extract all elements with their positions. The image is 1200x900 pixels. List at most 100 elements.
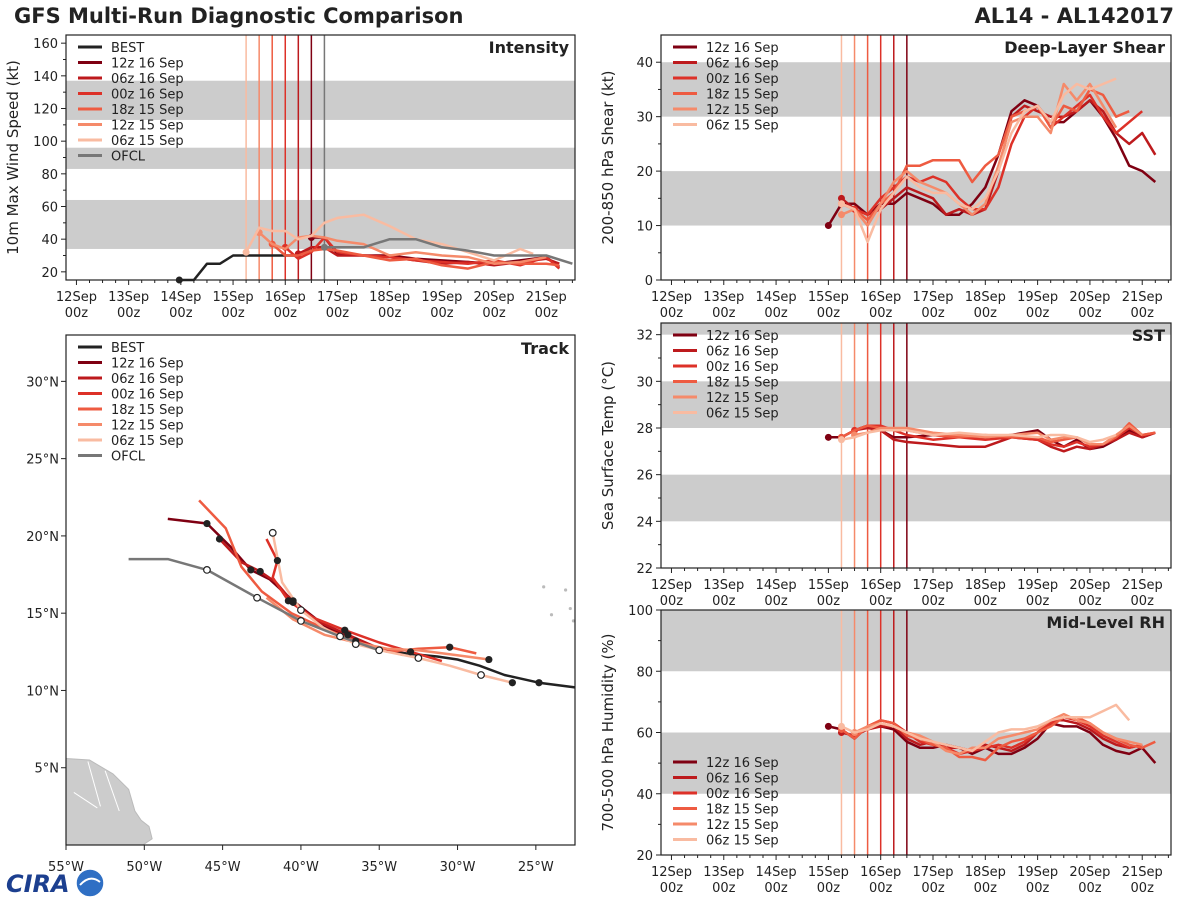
x-tick-label-day: 21Sep (1122, 578, 1163, 593)
swirl-icon (79, 877, 101, 886)
x-tick-label-day: 18Sep (965, 865, 1006, 880)
grey-band (66, 147, 575, 169)
series-start-marker (824, 222, 832, 230)
legend-label-12z-16-sep: 12z 16 Sep (111, 357, 184, 372)
track-point (273, 557, 282, 565)
legend-label-00z-16-sep: 00z 16 Sep (111, 388, 184, 403)
x-tick-label-day: 17Sep (912, 290, 953, 305)
legend-label-12z-15-sep: 12z 15 Sep (111, 419, 184, 434)
x-tick-label-day: 15Sep (808, 865, 849, 880)
x-tick-label-hour: 00z (1131, 306, 1155, 321)
x-tick-label-day: 20Sep (474, 290, 515, 305)
legend-label-12z-15-sep: 12z 15 Sep (706, 818, 779, 833)
panel-title: Deep-Layer Shear (1004, 38, 1165, 57)
x-tick-label-day: 13Sep (108, 290, 149, 305)
plot-frame (65, 334, 576, 846)
track-point (406, 648, 415, 656)
y-tick-label: 80 (41, 168, 58, 183)
y-axis-label: 10m Max Wind Speed (kt) (4, 60, 22, 255)
x-tick-label-hour: 00z (274, 306, 298, 321)
x-tick-label-day: 20Sep (1069, 865, 1110, 880)
x-tick-label-hour: 00z (1078, 306, 1102, 321)
grey-band (661, 381, 1171, 428)
x-tick-label-day: 20Sep (1069, 290, 1110, 305)
globe-icon (75, 868, 105, 898)
panel-title: Track (521, 339, 569, 358)
x-tick-label: 55°W (48, 860, 84, 875)
legend-label-12z-15-sep: 12z 15 Sep (706, 103, 779, 118)
legend-label-00z-16-sep: 00z 16 Sep (706, 787, 779, 802)
x-tick-label-day: 12Sep (651, 865, 692, 880)
x-tick-label-day: 19Sep (1017, 865, 1058, 880)
x-tick-label: 30°W (440, 860, 476, 875)
track-point-hollow (375, 646, 384, 655)
x-tick-label-hour: 00z (712, 594, 736, 609)
panel-track: 55°W 50°W 45°W 40°W 35°W 30°W 25°W 5°N 10°N 15°N 2… (26, 334, 576, 875)
y-tick-label: 100 (33, 135, 58, 150)
x-tick-label-day: 18Sep (965, 578, 1006, 593)
x-tick-label-day: 13Sep (703, 865, 744, 880)
legend-label-06z-16-sep: 06z 16 Sep (706, 57, 779, 72)
y-axis-label: 200-850 hPa Shear (kt) (599, 71, 617, 245)
grey-band (661, 610, 1171, 672)
track-06z-16-sep (218, 538, 404, 657)
y-tick-label: 24 (636, 515, 653, 530)
y-tick-label: 30 (636, 375, 653, 390)
panel-title: Mid-Level RH (1046, 613, 1165, 632)
y-tick-label: 30 (636, 111, 653, 126)
series-start-marker (837, 200, 845, 208)
x-tick-label-day: 18Sep (965, 290, 1006, 305)
plot-frame (660, 34, 1172, 281)
x-tick-label-hour: 00z (869, 306, 893, 321)
x-tick-label-hour: 00z (1026, 306, 1050, 321)
track-point (256, 567, 264, 576)
legend-label-06z-15-sep: 06z 15 Sep (706, 834, 779, 849)
x-tick-label-day: 12Sep (651, 578, 692, 593)
y-tick-label: 26 (636, 469, 653, 484)
x-tick-label-hour: 00z (974, 881, 998, 896)
panel-sst: 22242628303212Sep00z13Sep00z14Sep00z15Se… (599, 322, 1172, 609)
series-start-marker (824, 433, 832, 441)
series-06z-15-sep (244, 213, 534, 262)
x-tick-label-hour: 00z (712, 306, 736, 321)
y-tick-label: 140 (33, 70, 58, 85)
y-tick-label: 25°N (26, 453, 59, 468)
legend-label-best: BEST (111, 41, 144, 56)
track-point-hollow (336, 632, 344, 641)
series-06z-15-sep (840, 703, 1131, 753)
land-borders (73, 761, 120, 812)
x-tick-label-hour: 00z (1078, 881, 1102, 896)
track-point (535, 679, 543, 687)
x-tick-label-hour: 00z (869, 594, 893, 609)
legend-label-06z-15-sep: 06z 15 Sep (111, 434, 184, 449)
x-tick-label-hour: 00z (921, 881, 945, 896)
x-tick-label-hour: 00z (764, 594, 788, 609)
x-tick-label-hour: 00z (65, 306, 89, 321)
x-tick-label-day: 17Sep (912, 578, 953, 593)
x-tick-label-day: 16Sep (265, 290, 306, 305)
panel-intensity: 2040608010012014016012Sep00z13Sep00z14Se… (4, 34, 576, 321)
x-tick-label-hour: 00z (1026, 881, 1050, 896)
track-point (284, 597, 292, 605)
x-tick-label-day: 21Sep (1122, 865, 1163, 880)
legend-label-ofcl: OFCL (111, 450, 146, 465)
legend-label-12z-16-sep: 12z 16 Sep (706, 756, 779, 771)
x-tick-label-day: 17Sep (912, 865, 953, 880)
x-tick-label: 45°W (205, 860, 241, 875)
x-tick-label-day: 19Sep (1017, 578, 1058, 593)
legend-label-06z-16-sep: 06z 16 Sep (111, 372, 184, 387)
x-tick-label-day: 16Sep (860, 865, 901, 880)
legend-label-06z-15-sep: 06z 15 Sep (706, 119, 779, 134)
track-point-hollow (268, 528, 277, 537)
x-tick-label-hour: 00z (921, 306, 945, 321)
x-tick-label-hour: 00z (326, 306, 350, 321)
x-tick-label-day: 17Sep (317, 290, 358, 305)
track-point-hollow (297, 606, 305, 614)
legend-label-00z-16-sep: 00z 16 Sep (706, 72, 779, 87)
panel-shear: 01020304012Sep00z13Sep00z14Sep00z15Sep00… (599, 34, 1172, 321)
x-tick-label: 50°W (126, 860, 162, 875)
series-start-marker (242, 248, 250, 256)
x-tick-label-hour: 00z (430, 306, 454, 321)
x-tick-label-day: 20Sep (1069, 578, 1110, 593)
